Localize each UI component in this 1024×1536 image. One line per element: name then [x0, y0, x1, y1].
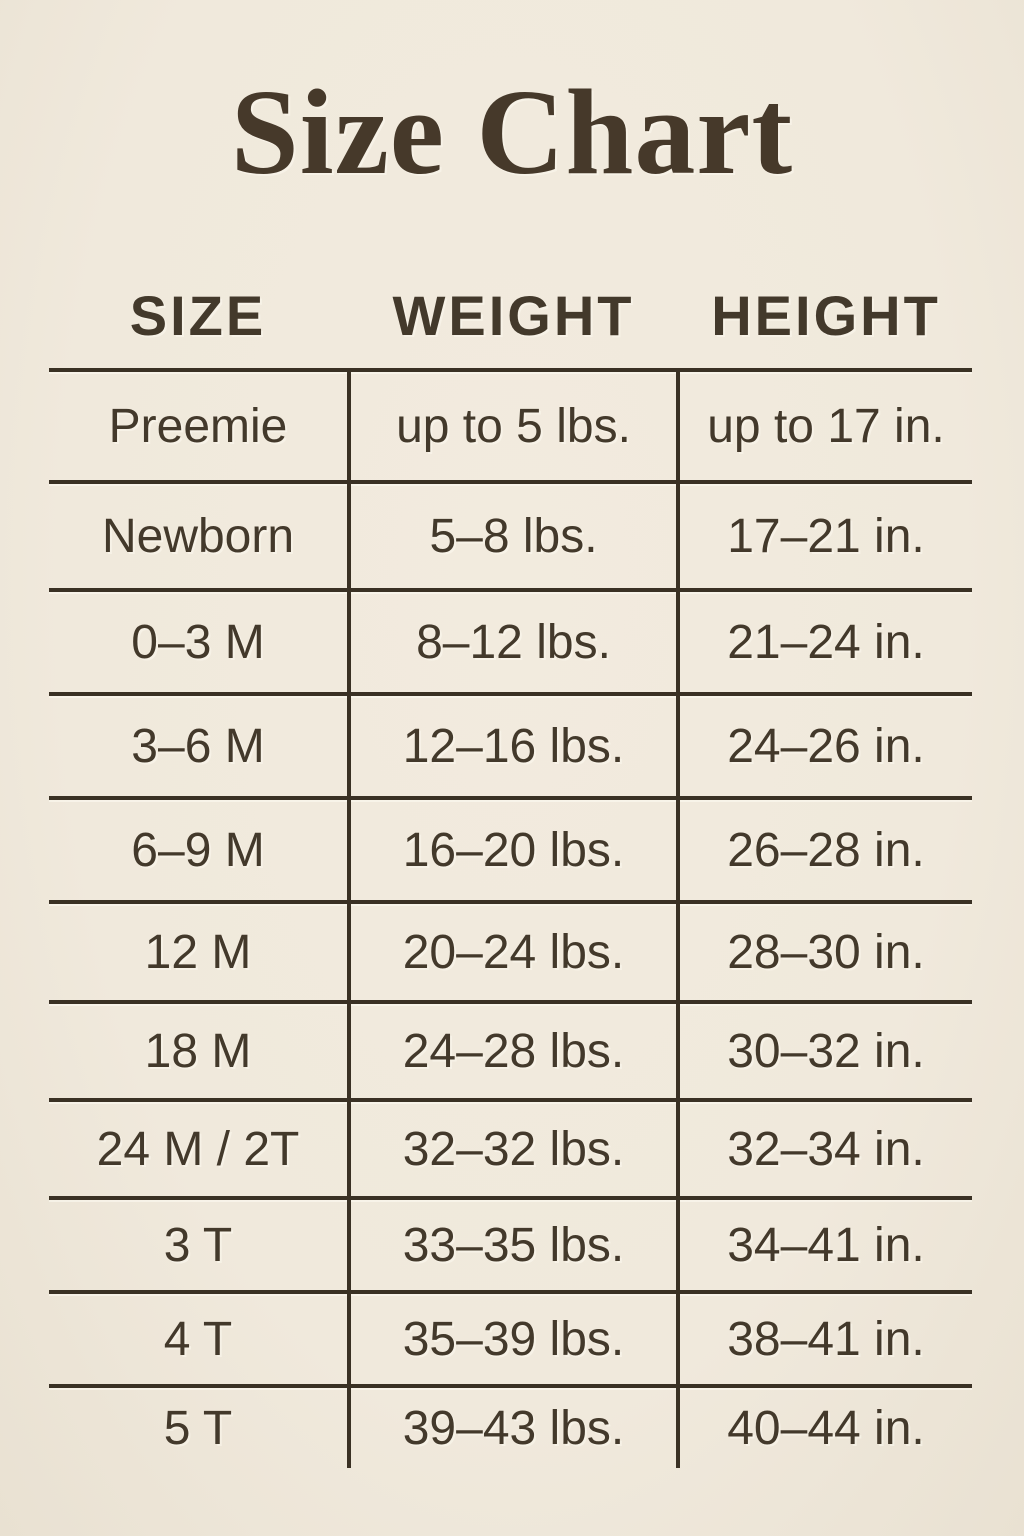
weight-cell: 39–43 lbs.	[347, 1388, 680, 1468]
size-cell: 24 M / 2T	[96, 1122, 300, 1176]
size-cell: 0–3 M	[131, 615, 265, 669]
height-cell: 34–41 in.	[727, 1218, 925, 1272]
size-cell: 4 T	[163, 1312, 233, 1366]
weight-cell: 8–12 lbs.	[347, 592, 680, 692]
size-cell: 6–9 M	[131, 823, 265, 877]
size-cell: 3 T	[163, 1218, 233, 1272]
height-cell: 28–30 in.	[727, 925, 925, 979]
column-header-weight: WEIGHT	[392, 283, 635, 347]
weight-cell: up to 5 lbs.	[347, 372, 680, 480]
table-row: 4 T 35–39 lbs. 38–41 in.	[49, 1290, 972, 1384]
height-cell: 26–28 in.	[727, 823, 925, 877]
weight-cell: 20–24 lbs.	[347, 904, 680, 1000]
table-header-row: SIZE WEIGHT HEIGHT	[49, 268, 972, 362]
table-row: 12 M 20–24 lbs. 28–30 in.	[49, 900, 972, 1000]
size-cell: Preemie	[108, 399, 288, 453]
table-row: 3–6 M 12–16 lbs. 24–26 in.	[49, 692, 972, 796]
table-row: 3 T 33–35 lbs. 34–41 in.	[49, 1196, 972, 1290]
height-cell: 17–21 in.	[727, 509, 925, 563]
table-row: 18 M 24–28 lbs. 30–32 in.	[49, 1000, 972, 1098]
table-row: 24 M / 2T 32–32 lbs. 32–34 in.	[49, 1098, 972, 1196]
height-cell: 30–32 in.	[727, 1024, 925, 1078]
weight-cell: 24–28 lbs.	[347, 1004, 680, 1098]
weight-cell: 12–16 lbs.	[347, 696, 680, 796]
size-cell: 12 M	[144, 925, 252, 979]
height-cell: 40–44 in.	[727, 1401, 925, 1455]
height-cell: 32–34 in.	[727, 1122, 925, 1176]
weight-cell: 35–39 lbs.	[347, 1294, 680, 1384]
page-title: Size Chart	[230, 65, 794, 200]
height-cell: 38–41 in.	[727, 1312, 925, 1366]
height-cell: up to 17 in.	[707, 399, 945, 453]
table-row: 0–3 M 8–12 lbs. 21–24 in.	[49, 588, 972, 692]
table-row: 6–9 M 16–20 lbs. 26–28 in.	[49, 796, 972, 900]
column-header-height: HEIGHT	[711, 283, 941, 347]
column-header-size: SIZE	[129, 283, 267, 347]
size-cell: 3–6 M	[131, 719, 265, 773]
weight-cell: 16–20 lbs.	[347, 800, 680, 900]
weight-cell: 33–35 lbs.	[347, 1200, 680, 1290]
weight-cell: 32–32 lbs.	[347, 1102, 680, 1196]
table-row: Preemie up to 5 lbs. up to 17 in.	[49, 368, 972, 480]
size-cell: 5 T	[163, 1401, 233, 1455]
height-cell: 21–24 in.	[727, 615, 925, 669]
size-cell: 18 M	[144, 1024, 252, 1078]
height-cell: 24–26 in.	[727, 719, 925, 773]
size-table: Preemie up to 5 lbs. up to 17 in. Newbor…	[49, 368, 972, 1468]
table-row: Newborn 5–8 lbs. 17–21 in.	[49, 480, 972, 588]
weight-cell: 5–8 lbs.	[347, 484, 680, 588]
table-row: 5 T 39–43 lbs. 40–44 in.	[49, 1384, 972, 1468]
size-cell: Newborn	[101, 509, 295, 563]
